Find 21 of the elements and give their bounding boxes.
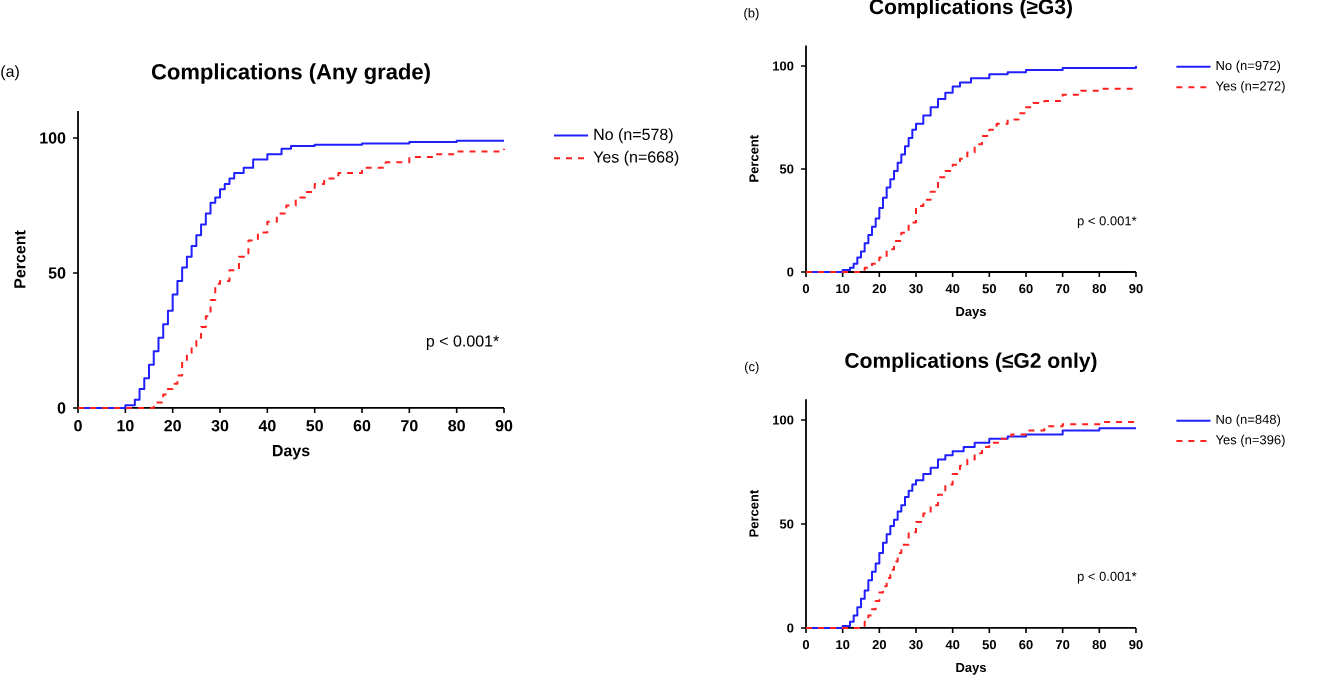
x-tick-label: 20 xyxy=(164,420,181,432)
x-tick-label: 50 xyxy=(306,420,323,432)
y-axis-title: Percent xyxy=(14,230,26,288)
x-tick-label: 40 xyxy=(258,420,276,432)
x-tick-label: 10 xyxy=(117,420,134,432)
x-tick-label: 30 xyxy=(211,420,229,432)
text: (a) xyxy=(1,65,19,81)
x-tick-label: 90 xyxy=(495,420,513,432)
x-tick-label: 60 xyxy=(353,420,371,432)
chart-title: Complications (≤G2 only) xyxy=(845,352,1097,373)
x-tick-label: 80 xyxy=(448,420,465,432)
legend-label: No (n=578) xyxy=(594,128,673,144)
y-tick-label: 50 xyxy=(48,267,66,279)
y-tick-label: 100 xyxy=(40,132,66,144)
y-tick-label: 0 xyxy=(57,402,66,414)
chart-title: Complications (Any grade) xyxy=(151,63,430,84)
x-tick-label: 0 xyxy=(74,420,82,432)
annotation: p < 0.001* xyxy=(426,335,500,350)
legend-label: Yes (n=668) xyxy=(593,150,679,166)
x-tick-label: 70 xyxy=(401,420,418,432)
x-axis-title: Days xyxy=(272,445,310,460)
